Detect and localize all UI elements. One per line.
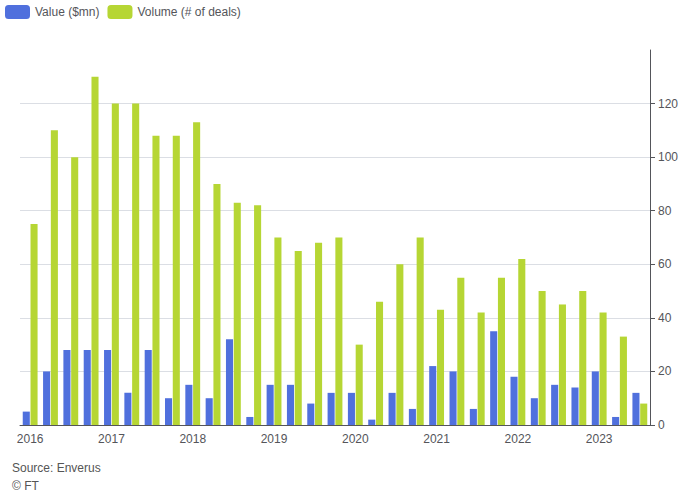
svg-text:2021: 2021 bbox=[423, 432, 450, 446]
svg-text:60: 60 bbox=[658, 257, 672, 271]
svg-text:0: 0 bbox=[658, 418, 665, 432]
svg-text:Volume (# of deals): Volume (# of deals) bbox=[137, 5, 240, 19]
svg-text:2020: 2020 bbox=[342, 432, 369, 446]
svg-text:120: 120 bbox=[658, 97, 678, 111]
svg-text:Value ($mn): Value ($mn) bbox=[35, 5, 99, 19]
svg-text:20: 20 bbox=[658, 364, 672, 378]
svg-text:2023: 2023 bbox=[586, 432, 613, 446]
svg-text:40: 40 bbox=[658, 311, 672, 325]
svg-text:2016: 2016 bbox=[17, 432, 44, 446]
svg-text:80: 80 bbox=[658, 204, 672, 218]
svg-text:© FT: © FT bbox=[12, 479, 40, 493]
svg-text:2019: 2019 bbox=[261, 432, 288, 446]
svg-text:2022: 2022 bbox=[505, 432, 532, 446]
svg-text:2018: 2018 bbox=[179, 432, 206, 446]
svg-text:2017: 2017 bbox=[98, 432, 125, 446]
svg-text:100: 100 bbox=[658, 150, 678, 164]
svg-text:Source: Enverus: Source: Enverus bbox=[12, 461, 101, 475]
